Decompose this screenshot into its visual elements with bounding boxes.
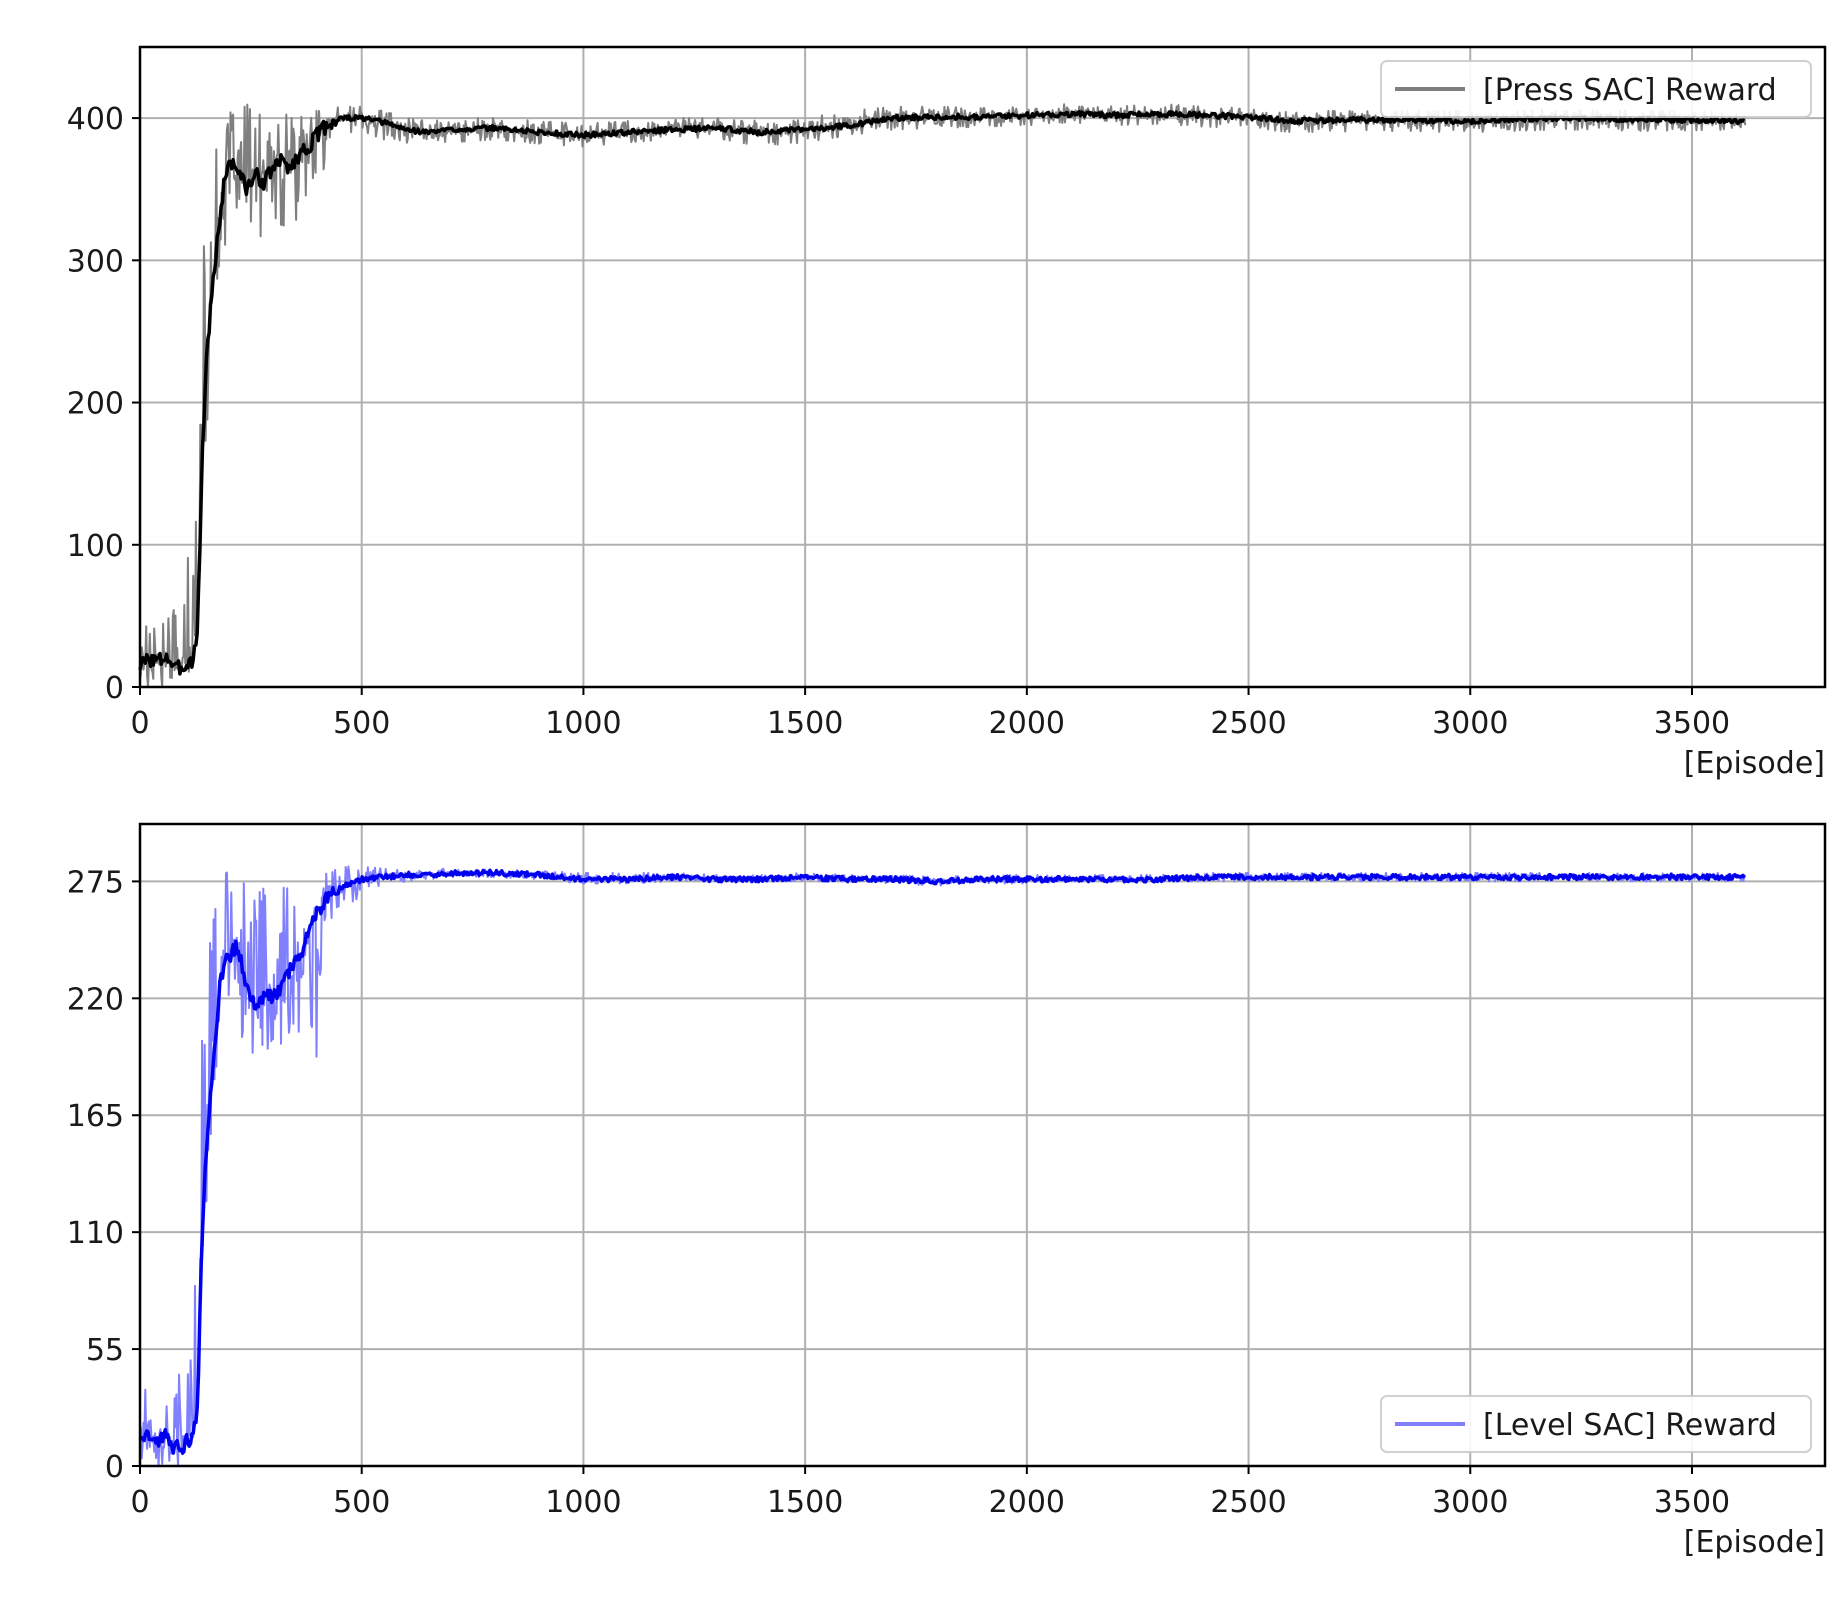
x-tick-label: 1500 <box>767 1485 843 1520</box>
raw-reward-line <box>139 103 1747 688</box>
legend-label: [Press SAC] Reward <box>1483 73 1777 108</box>
y-tick-label: 400 <box>67 102 124 137</box>
legend: [Level SAC] Reward <box>1380 1395 1812 1453</box>
legend: [Press SAC] Reward <box>1380 60 1812 118</box>
x-tick-label: 2000 <box>989 706 1065 741</box>
x-axis-label: [Episode] <box>1684 746 1825 781</box>
y-tick-label: 0 <box>105 671 124 706</box>
smoothed-reward-line <box>138 868 1746 1455</box>
level-sac-reward-chart: 0 500 1000 1500 2000 2500 3000 3500 0 55 110 165 220… <box>67 822 1827 1560</box>
x-tick-label: 2500 <box>1210 706 1286 741</box>
x-tick-label: 3000 <box>1432 1485 1508 1520</box>
x-axis-label: [Episode] <box>1684 1525 1825 1560</box>
x-tick-label: 3500 <box>1654 706 1730 741</box>
legend-box <box>1380 60 1812 118</box>
x-tick-label: 2500 <box>1210 1485 1286 1520</box>
x-tick-label: 2000 <box>989 1485 1065 1520</box>
x-tick-label: 500 <box>333 1485 390 1520</box>
y-tick-label: 0 <box>105 1450 124 1485</box>
y-tick-label: 275 <box>67 865 124 900</box>
x-tick-label: 1500 <box>767 706 843 741</box>
y-tick-label: 55 <box>86 1333 124 1368</box>
x-tick-label: 3000 <box>1432 706 1508 741</box>
x-tick-label: 0 <box>130 1485 149 1520</box>
y-tick-label: 165 <box>67 1099 124 1134</box>
y-tick-label: 220 <box>67 982 124 1017</box>
press-sac-reward-chart: 0 500 1000 1500 2000 2500 3000 3500 0 100 200 300 40… <box>67 45 1827 781</box>
y-tick-label: 100 <box>67 529 124 564</box>
x-tick-label: 0 <box>130 706 149 741</box>
x-tick-label: 1000 <box>545 706 621 741</box>
plot-frame <box>138 822 1827 1468</box>
y-tick-label: 300 <box>67 244 124 279</box>
x-tick-label: 3500 <box>1654 1485 1730 1520</box>
legend-label: [Level SAC] Reward <box>1483 1408 1777 1443</box>
y-tick-label: 200 <box>67 387 124 422</box>
x-tick-label: 1000 <box>545 1485 621 1520</box>
y-tick-label: 110 <box>67 1216 124 1251</box>
legend-box <box>1380 1395 1812 1453</box>
x-tick-label: 500 <box>333 706 390 741</box>
raw-reward-line <box>139 865 1747 1467</box>
plot-frame <box>138 45 1827 689</box>
smoothed-reward-line <box>138 109 1746 676</box>
